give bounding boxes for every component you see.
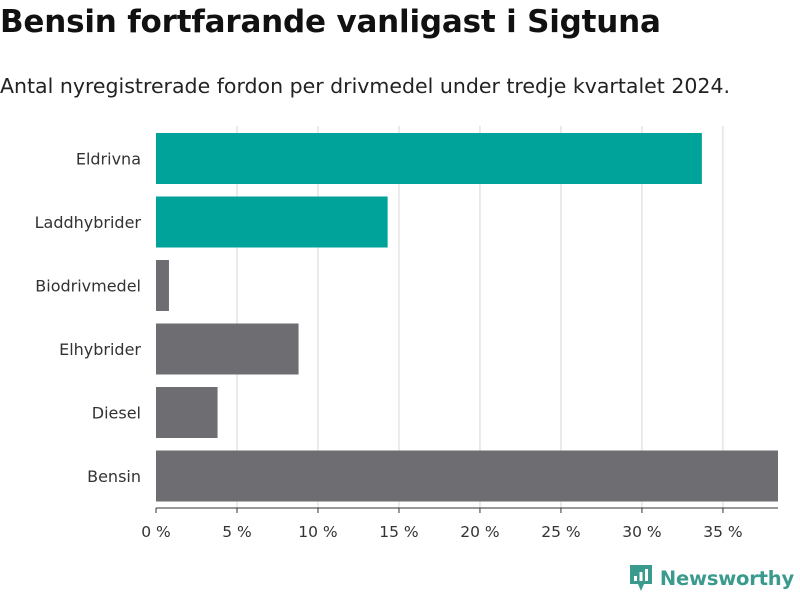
- bar-elhybrider: [156, 323, 299, 375]
- category-label: Eldrivna: [76, 150, 141, 169]
- x-tick-label: 5 %: [222, 523, 252, 541]
- bar-diesel: [156, 387, 218, 438]
- chart-subtitle: Antal nyregistrerade fordon per drivmede…: [0, 74, 731, 98]
- x-tick-label: 0 %: [141, 523, 171, 541]
- brand-logo: Newsworthy: [628, 563, 794, 593]
- bar-biodrivmedel: [156, 260, 169, 311]
- brand-name: Newsworthy: [659, 566, 794, 590]
- x-tick-label: 25 %: [541, 523, 580, 541]
- x-tick-label: 30 %: [622, 523, 661, 541]
- x-tick-label: 20 %: [460, 523, 499, 541]
- category-label: Biodrivmedel: [35, 277, 141, 296]
- category-label: Diesel: [92, 404, 141, 423]
- bar-laddhybrider: [156, 196, 388, 248]
- category-label: Laddhybrider: [35, 213, 142, 232]
- category-label: Bensin: [87, 467, 141, 486]
- bar-bensin: [156, 450, 778, 502]
- chart-title: Bensin fortfarande vanligast i Sigtuna: [0, 4, 661, 40]
- x-axis: 0 % 5 % 10 % 15 % 20 % 25 % 30 % 35 %: [141, 507, 778, 541]
- x-tick-label: 35 %: [703, 523, 742, 541]
- category-label: Elhybrider: [59, 340, 141, 359]
- bars: [156, 133, 778, 502]
- bar-eldrivna: [156, 133, 702, 184]
- x-tick-label: 10 %: [298, 523, 337, 541]
- x-tick-label: 15 %: [379, 523, 418, 541]
- category-labels: Eldrivna Laddhybrider Biodrivmedel Elhybrid…: [35, 150, 142, 487]
- gridlines: [236, 126, 724, 508]
- newsworthy-logo-icon: [629, 565, 652, 591]
